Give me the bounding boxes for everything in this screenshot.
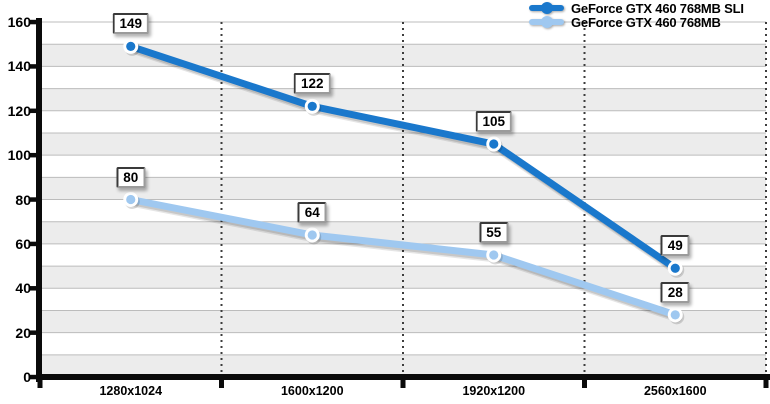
y-axis [36, 18, 42, 382]
series-line-0 [127, 42, 679, 272]
x-axis-ticks [37, 380, 769, 388]
y-axis-label: 100 [7, 147, 31, 164]
data-label: 149 [112, 13, 150, 35]
y-axis-label: 60 [15, 235, 31, 252]
x-axis-label: 1600x1200 [280, 384, 344, 398]
category-separator-lines [220, 22, 767, 374]
data-label: 55 [479, 221, 509, 243]
y-axis-label: 20 [15, 324, 31, 341]
y-axis-label: 40 [15, 280, 31, 297]
y-axis-label: 160 [7, 14, 31, 30]
x-axis [36, 374, 770, 380]
data-label: 80 [116, 166, 146, 188]
y-axis-label: 80 [15, 191, 31, 208]
x-axis-label: 1920x1200 [462, 384, 526, 398]
data-label: 105 [475, 111, 513, 133]
y-axis-label: 120 [7, 102, 31, 119]
legend-dot-swatch [540, 16, 553, 28]
y-axis-label: 0 [23, 369, 31, 385]
legend-item-sli: GeForce GTX 460 768MB SLI [529, 0, 744, 16]
series-line-1 [127, 196, 679, 319]
data-label: 122 [293, 73, 331, 95]
data-label: 49 [660, 235, 690, 257]
legend-label-sli: GeForce GTX 460 768MB SLI [571, 0, 744, 16]
legend-label-single: GeForce GTX 460 768MB [571, 14, 721, 30]
x-axis-label: 1280x1024 [99, 384, 163, 398]
data-label: 28 [660, 281, 690, 303]
single-series-line-marker-icon [529, 16, 564, 29]
y-axis-label: 140 [7, 58, 31, 75]
data-label: 64 [297, 202, 327, 223]
chart-legend: GeForce GTX 460 768MB SLI GeForce GTX 46… [529, 0, 744, 30]
y-axis-ticks [29, 19, 37, 380]
sli-series-line-marker-icon [529, 2, 564, 15]
legend-dot-swatch [540, 2, 553, 14]
legend-item-single: GeForce GTX 460 768MB [529, 14, 744, 30]
x-axis-label: 2560x1600 [643, 384, 707, 398]
